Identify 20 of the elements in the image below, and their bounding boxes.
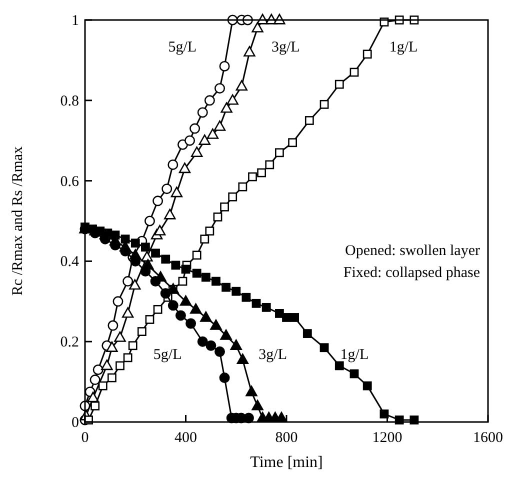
x-tick-label: 1600 bbox=[473, 430, 503, 446]
x-tick-label: 800 bbox=[275, 430, 298, 446]
series-label: 1g/L bbox=[389, 40, 418, 56]
series-label: 1g/L bbox=[340, 347, 369, 364]
y-tick-label: 0.8 bbox=[60, 93, 79, 110]
annotation: Opened: swollen layer bbox=[345, 243, 480, 259]
x-axis-title: Time [min] bbox=[250, 454, 323, 471]
y-tick-label: 0.4 bbox=[60, 254, 80, 270]
annotation: Fixed: collapsed phase bbox=[343, 265, 480, 281]
x-tick-label: 1200 bbox=[372, 430, 402, 446]
x-tick-label: 400 bbox=[174, 430, 197, 446]
y-tick-label: 0.2 bbox=[60, 334, 79, 351]
y-tick-label: 0.6 bbox=[60, 174, 80, 190]
series-label: 3g/L bbox=[271, 40, 300, 56]
y-tick-label: 1 bbox=[72, 13, 79, 29]
y-tick-label: 0 bbox=[72, 415, 79, 431]
series-label: 3g/L bbox=[258, 347, 288, 364]
y-axis-title: Rc /Rmax and Rs /Rmax bbox=[10, 146, 26, 296]
series-label: 5g/L bbox=[168, 40, 197, 56]
series-label: 5g/L bbox=[153, 347, 182, 364]
